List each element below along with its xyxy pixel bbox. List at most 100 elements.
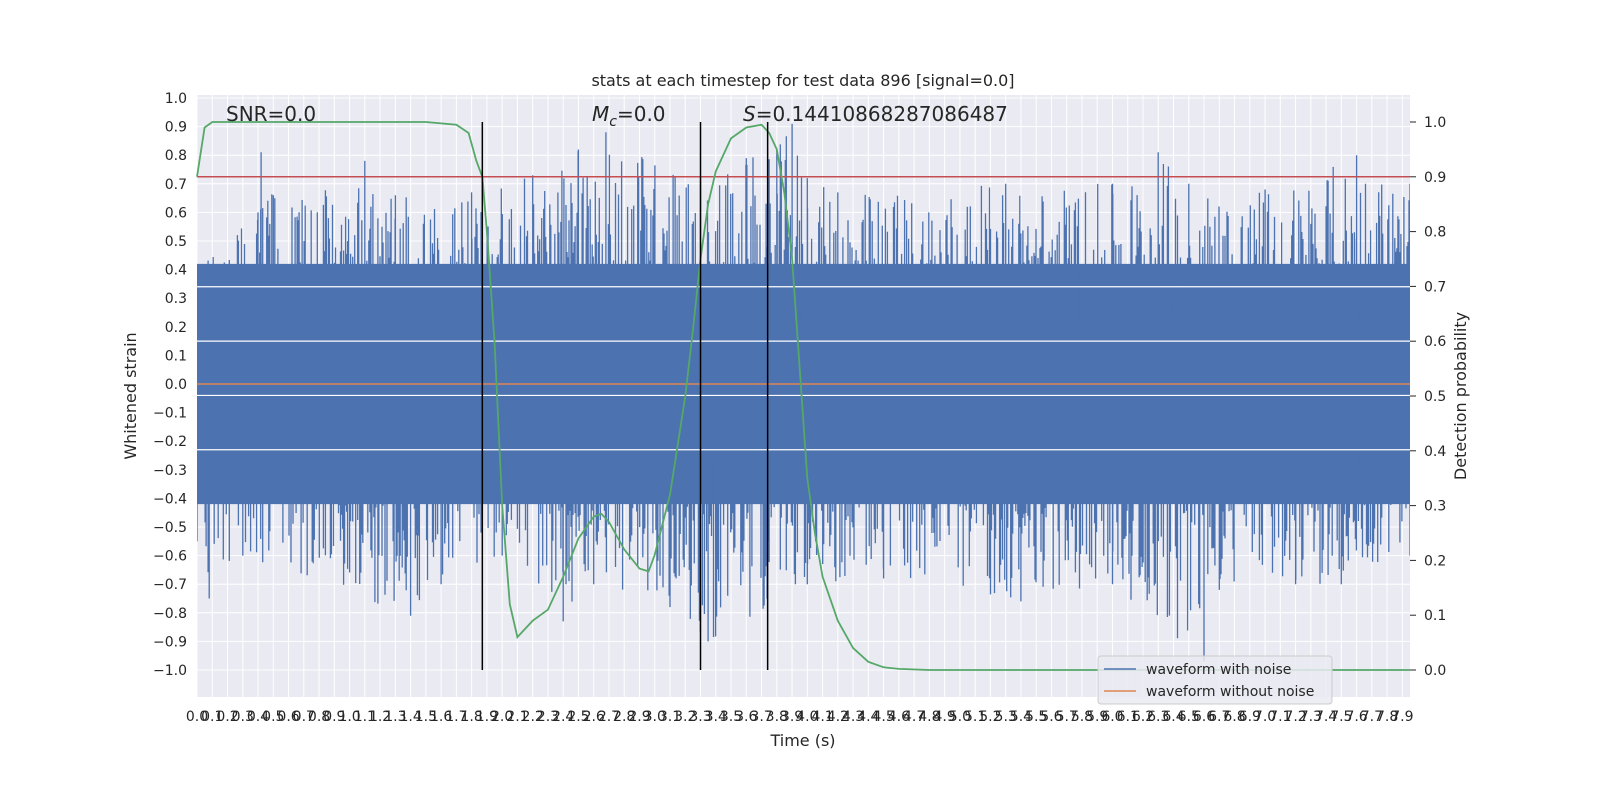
- x-tick-label: 3.5: [720, 709, 742, 725]
- x-tick-label: 3.2: [674, 709, 696, 725]
- y-axis-ticks: 1.0 0.9 0.8 0.7 0.6 0.5 0.4 0.3 0.2 0.1 0.0 −0.1 −0.…: [153, 91, 187, 679]
- x-tick-label: 2.3: [537, 709, 559, 725]
- y-tick-label: 0.2: [165, 320, 187, 336]
- x-tick-label: 3.3: [689, 709, 711, 725]
- y-tick-label: 0.3: [165, 291, 187, 307]
- x-tick-label: 4.4: [857, 709, 879, 725]
- x-tick-label: 1.1: [354, 709, 376, 725]
- y-tick-label: −0.2: [153, 434, 187, 450]
- x-tick-label: 3.4: [705, 709, 727, 725]
- x-tick-label: 3.8: [766, 709, 788, 725]
- x-tick-label: 2.5: [567, 709, 589, 725]
- y-tick-label: 0.4: [165, 263, 187, 279]
- x-tick-label: 5.1: [964, 709, 986, 725]
- chart-title: stats at each timestep for test data 896…: [591, 71, 1014, 90]
- x-tick-label: 4.8: [918, 709, 940, 725]
- x-tick-label: 0.2: [216, 709, 238, 725]
- x-axis-label: Time (s): [769, 731, 835, 750]
- x-tick-label: 6.6: [1193, 709, 1215, 725]
- detection-probability-line: [196, 121, 1410, 671]
- x-tick-label: 5.4: [1010, 709, 1032, 725]
- x-tick-label: 1.8: [461, 709, 483, 725]
- x-tick-label: 4.2: [827, 709, 849, 725]
- x-tick-label: 4.7: [903, 709, 925, 725]
- x-tick-label: 6.9: [1239, 709, 1261, 725]
- legend-box: [1097, 655, 1333, 705]
- y2-tick-label: 0.9: [1424, 170, 1446, 186]
- y2-tick-label: 0.6: [1424, 334, 1446, 350]
- x-tick-label: 3.1: [659, 709, 681, 725]
- x-tick-label: 4.9: [934, 709, 956, 725]
- y2-tick-label: 0.3: [1424, 499, 1446, 515]
- x-tick-label: 4.0: [796, 709, 818, 725]
- y-tick-label: 0.6: [165, 205, 187, 221]
- x-tick-label: 0.0: [186, 709, 208, 725]
- x-tick-label: 2.6: [583, 709, 605, 725]
- x-tick-label: 0.5: [262, 709, 284, 725]
- x-tick-label: 6.0: [1101, 709, 1123, 725]
- y2-tick-label: 0.4: [1424, 444, 1446, 460]
- x-tick-label: 0.7: [293, 709, 315, 725]
- x-tick-label: 7.7: [1361, 709, 1383, 725]
- vertical-markers: [481, 122, 769, 670]
- x-tick-label: 6.5: [1178, 709, 1200, 725]
- y2-tick-label: 0.5: [1424, 389, 1446, 405]
- y-tick-label: −0.6: [153, 549, 187, 565]
- x-tick-label: 0.6: [277, 709, 299, 725]
- x-tick-label: 0.4: [247, 709, 269, 725]
- x-tick-label: 5.2: [979, 709, 1001, 725]
- y-tick-label: 0.7: [165, 177, 187, 193]
- x-tick-label: 2.2: [522, 709, 544, 725]
- x-tick-label: 1.3: [384, 709, 406, 725]
- y-tick-label: −0.7: [153, 577, 187, 593]
- x-tick-label: 1.5: [415, 709, 437, 725]
- x-tick-label: 4.3: [842, 709, 864, 725]
- snr-annotation: SNR=0.0: [226, 102, 316, 126]
- x-tick-label: 1.7: [445, 709, 467, 725]
- x-tick-label: 2.1: [506, 709, 528, 725]
- y2-tick-label: 0.8: [1424, 225, 1446, 241]
- x-tick-label: 2.7: [598, 709, 620, 725]
- y-tick-label: 0.0: [165, 377, 187, 393]
- x-tick-label: 2.0: [491, 709, 513, 725]
- x-tick-label: 7.0: [1254, 709, 1276, 725]
- y2-axis-label: Detection probability: [1451, 312, 1470, 480]
- y2-tick-label: 0.7: [1424, 279, 1446, 295]
- s-annotation: S=0.14410868287086487: [743, 102, 1008, 126]
- legend-label-clean: waveform without noise: [1146, 684, 1314, 700]
- y-tick-label: −0.9: [153, 634, 187, 650]
- x-tick-label: 7.3: [1300, 709, 1322, 725]
- x-tick-label: 7.4: [1315, 709, 1337, 725]
- y2-tick-label: 0.2: [1424, 553, 1446, 569]
- x-tick-label: 0.8: [308, 709, 330, 725]
- x-tick-label: 7.9: [1391, 709, 1413, 725]
- x-tick-label: 1.4: [399, 709, 421, 725]
- x-tick-label: 7.6: [1345, 709, 1367, 725]
- y2-tick-label: 0.1: [1424, 608, 1446, 624]
- x-tick-label: 5.3: [995, 709, 1017, 725]
- x-tick-label: 4.1: [811, 709, 833, 725]
- x-tick-label: 6.3: [1147, 709, 1169, 725]
- x-tick-label: 7.1: [1269, 709, 1291, 725]
- x-tick-label: 2.8: [613, 709, 635, 725]
- x-axis-ticks: 0.00.10.20.30.40.50.60.70.80.91.01.11.21…: [186, 709, 1414, 725]
- x-tick-label: 1.9: [476, 709, 498, 725]
- y2-axis-ticks: 1.0 0.9 0.8 0.7 0.6 0.5 0.4 0.3 0.2 0.1 0.0: [1410, 115, 1446, 679]
- y-axis-label: Whitened strain: [121, 332, 140, 459]
- y-tick-label: 0.9: [165, 120, 187, 136]
- legend: waveform with noise waveform without noi…: [1097, 655, 1333, 705]
- y2-tick-label: 1.0: [1424, 115, 1446, 131]
- y-tick-label: −0.1: [153, 406, 187, 422]
- probability-line-path: [196, 121, 1410, 671]
- mc-annotation: Mc=0.0: [592, 102, 666, 130]
- noise-spikes: [197, 123, 1410, 662]
- x-tick-label: 5.6: [1040, 709, 1062, 725]
- y-tick-label: −0.8: [153, 606, 187, 622]
- x-tick-label: 5.7: [1056, 709, 1078, 725]
- legend-label-noise: waveform with noise: [1146, 662, 1291, 678]
- y-tick-label: −0.4: [153, 491, 187, 507]
- x-tick-label: 4.5: [872, 709, 894, 725]
- y-tick-label: 0.1: [165, 348, 187, 364]
- y-tick-label: −0.3: [153, 463, 187, 479]
